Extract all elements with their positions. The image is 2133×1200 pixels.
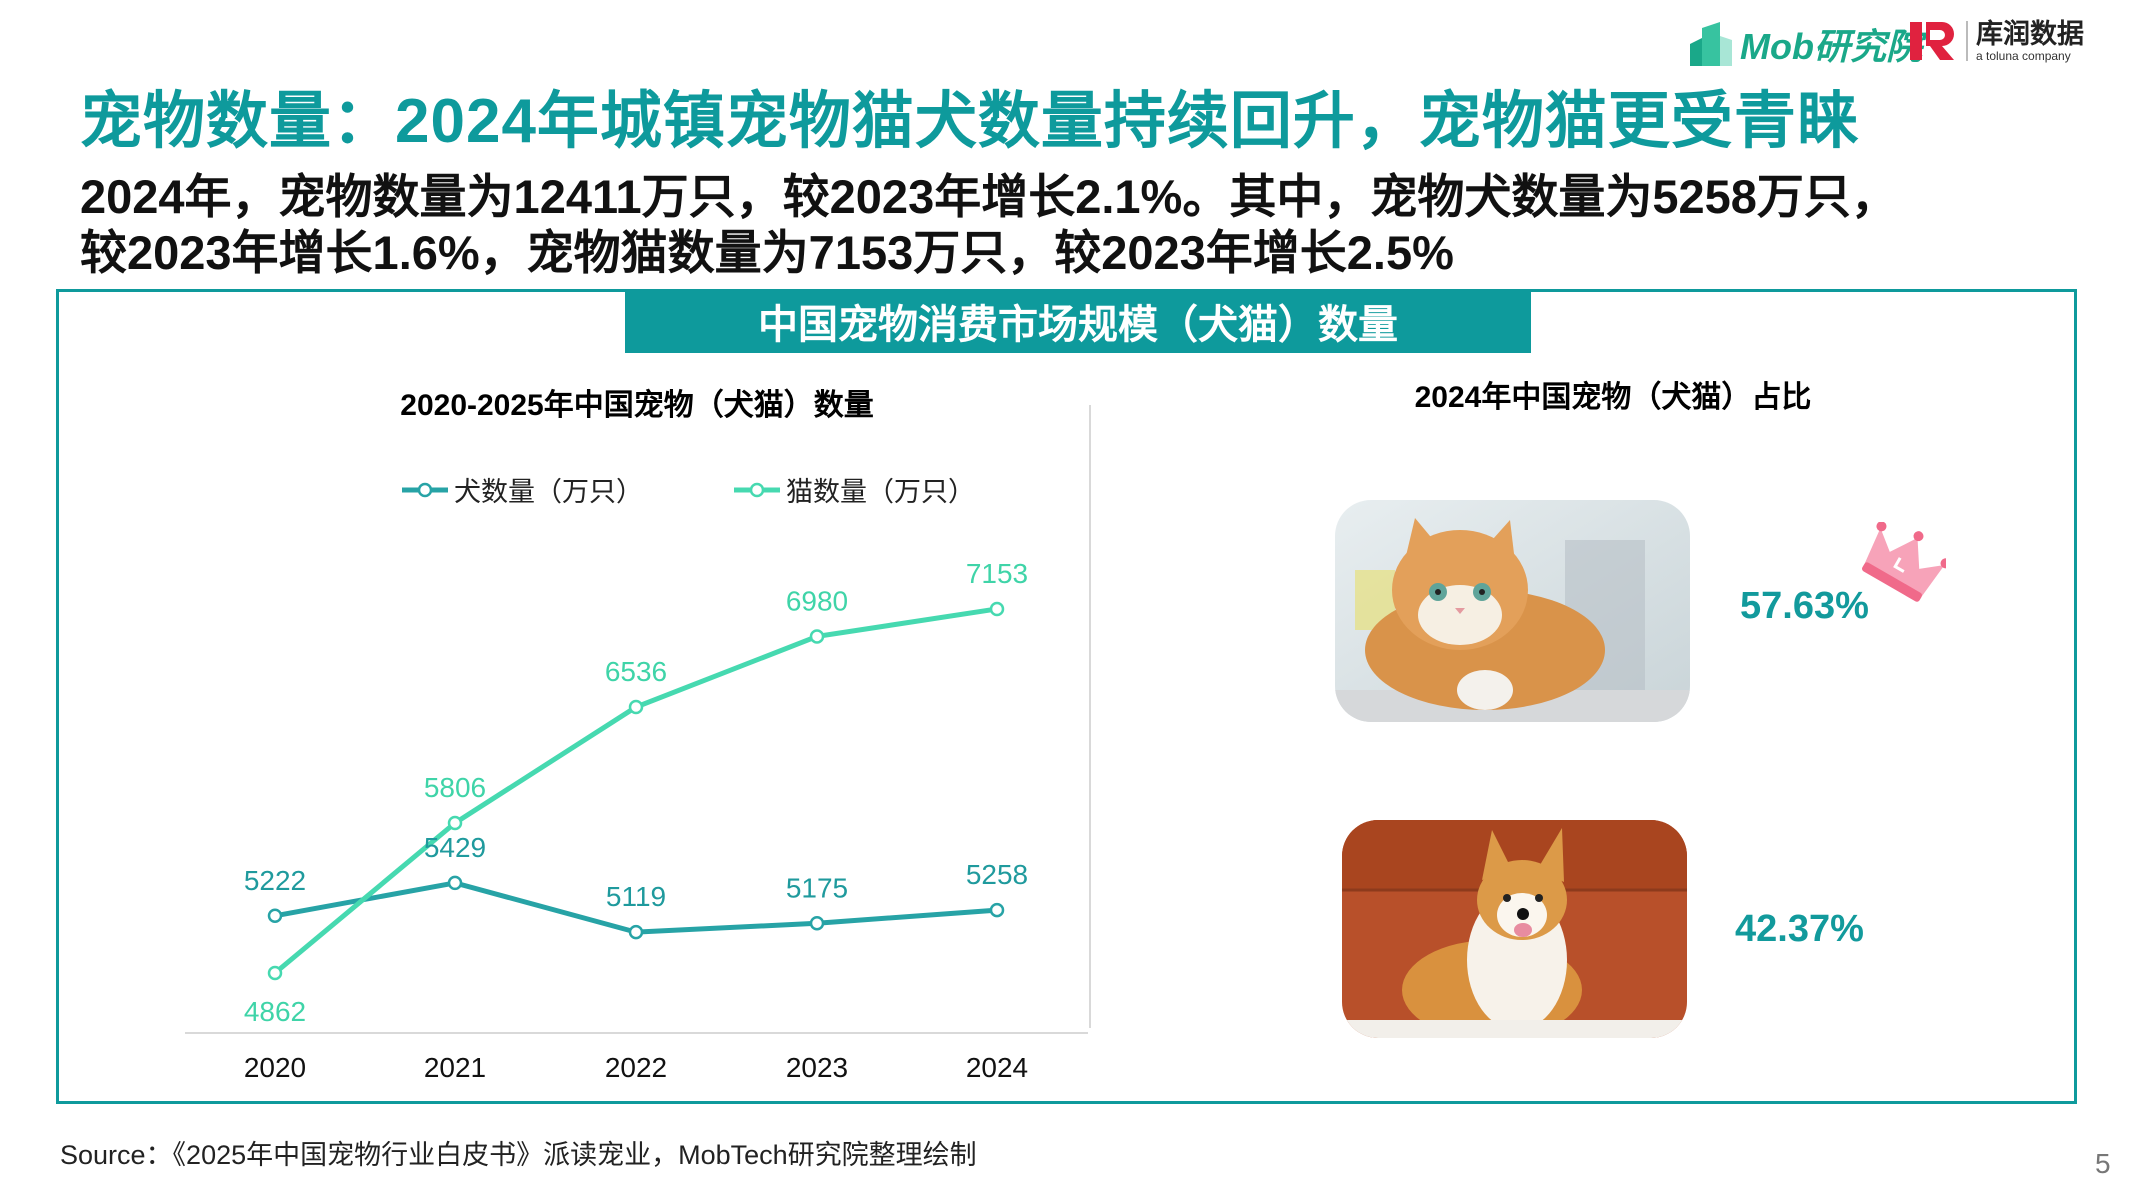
share-title: 2024年中国宠物（犬猫）占比 (1414, 381, 1812, 414)
legend-cat: 猫数量（万只） (732, 470, 975, 509)
kurun-tagline: a toluna company (1976, 49, 2071, 63)
mob-logo-text: Mob研究院 (1740, 26, 1922, 67)
legend-dog-label: 犬数量（万只） (454, 477, 643, 507)
data-label: 5222 (244, 865, 306, 896)
data-label: 7153 (966, 558, 1028, 589)
x-label-2023: 2023 (785, 1052, 849, 1083)
data-point-marker (809, 629, 825, 644)
summary-line-1: 2024年，宠物数量为12411万只，较2023年增长2.1%。其中，宠物犬数量… (80, 170, 1898, 223)
crown-icon (1862, 522, 1946, 602)
x-label-2020: 2020 (243, 1052, 307, 1083)
legend-cat-marker-icon (734, 482, 780, 497)
data-point-marker (447, 875, 463, 891)
x-label-2024: 2024 (965, 1052, 1029, 1083)
kr-mark-icon (1910, 22, 1954, 60)
dog-share-value: 42.37% (1735, 908, 1864, 950)
x-label-2022: 2022 (604, 1052, 668, 1083)
cat-image (1335, 500, 1690, 722)
cat-photo (1335, 500, 1690, 722)
data-label: 5175 (786, 872, 848, 903)
page-number: 5 (2095, 1148, 2111, 1179)
legend-dog: 犬数量（万只） (400, 470, 643, 509)
kurun-name: 库润数据 (1976, 19, 2084, 49)
data-label: 6980 (786, 585, 848, 616)
data-label: 5806 (424, 772, 486, 803)
data-point-marker (267, 965, 283, 981)
summary-line-2: 较2023年增长1.6%，宠物猫数量为7153万只，较2023年增长2.5% (80, 226, 1454, 279)
source-note: Source：《2025年中国宠物行业白皮书》派读宠业，MobTech研究院整理… (60, 1140, 977, 1170)
series-layer: 5222 5429 5119 5175 5258 4862 5806 6536 6980 7153 (244, 558, 1028, 1027)
data-point-marker (447, 815, 463, 831)
x-label-2021: 2021 (423, 1052, 487, 1083)
logo-divider (1966, 21, 1968, 61)
data-point-marker (628, 924, 644, 940)
data-label: 4862 (244, 996, 306, 1027)
cat-share-value: 57.63% (1740, 585, 1869, 627)
kurun-logo: 库润数据 a toluna company (1908, 18, 2084, 64)
data-label: 5429 (424, 832, 486, 863)
legend-dog-marker-icon (402, 482, 448, 497)
data-label: 5119 (606, 881, 666, 912)
corgi-image (1342, 820, 1687, 1038)
data-point-marker (628, 699, 644, 715)
data-point-marker (267, 908, 283, 924)
section-banner: 中国宠物消费市场规模（犬猫）数量 (625, 289, 1531, 353)
dog-photo (1342, 820, 1687, 1038)
data-label: 6536 (605, 656, 667, 687)
page-title: 宠物数量：2024年城镇宠物猫犬数量持续回升，宠物猫更受青睐 (80, 87, 1860, 156)
mob-building-icon (1690, 22, 1732, 66)
data-point-marker (989, 601, 1005, 617)
mob-research-logo: Mob研究院 (1686, 18, 1922, 70)
line-chart-title: 2020-2025年中国宠物（犬猫）数量 (400, 389, 874, 422)
data-label: 5258 (966, 859, 1028, 890)
data-point-marker (809, 916, 825, 931)
banner-label: 中国宠物消费市场规模（犬猫）数量 (758, 303, 1398, 347)
legend-cat-label: 猫数量（万只） (786, 477, 975, 507)
data-point-marker (989, 902, 1005, 918)
